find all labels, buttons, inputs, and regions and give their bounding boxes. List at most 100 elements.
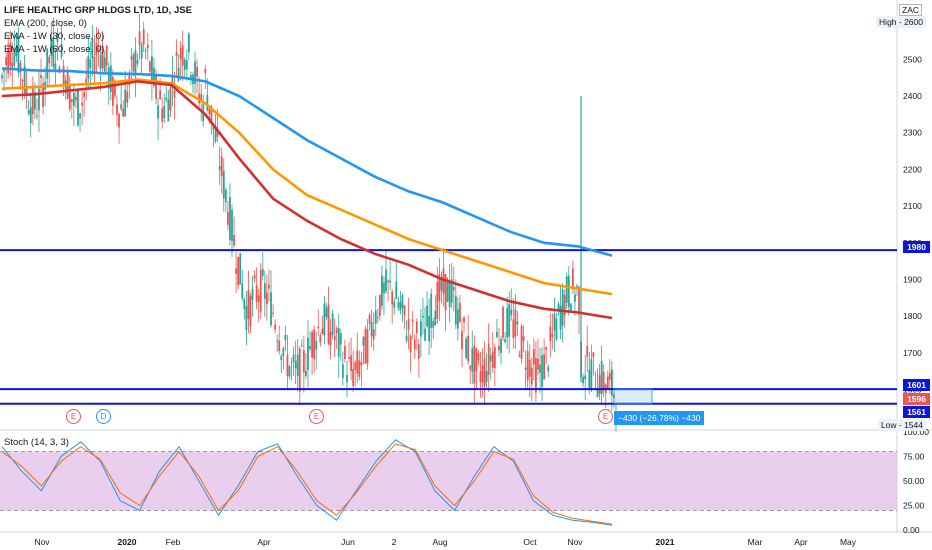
candle-body [319, 335, 322, 343]
ema60w-legend[interactable]: EMA - 1W (60, close, 0) [4, 44, 105, 55]
candle-body [81, 102, 83, 106]
candle-body [278, 340, 281, 351]
candle-body [329, 331, 332, 346]
candle-body [483, 358, 486, 387]
candle-body [399, 302, 402, 311]
candle-body [370, 321, 373, 337]
earnings-badge[interactable]: E [598, 409, 613, 424]
ema30w-legend[interactable]: EMA - 1W (30, close, 0) [4, 31, 105, 42]
candle-body [130, 56, 133, 60]
resistance-price-tag: 1980 [903, 241, 930, 253]
time-tick-label: Nov [34, 537, 50, 547]
candle-body [551, 333, 554, 338]
candle-body [226, 212, 229, 225]
candle-body [255, 285, 258, 302]
candle-body [116, 104, 118, 115]
time-tick-label: 2 [392, 537, 397, 547]
candle-body [237, 256, 240, 286]
candle-body [173, 90, 176, 98]
candle-body [292, 354, 295, 362]
candle-body [15, 50, 18, 56]
candle-body [33, 92, 36, 110]
candle-body [140, 44, 143, 59]
candle-body [602, 372, 605, 391]
candle-body [239, 253, 242, 285]
candle-body [459, 302, 461, 322]
candle-body [532, 349, 535, 365]
candle-body [103, 57, 106, 72]
time-tick-label: Feb [166, 537, 181, 547]
stoch-band [0, 451, 897, 511]
candle-body [109, 65, 112, 92]
stoch-tick-label: 50.00 [903, 476, 925, 486]
stoch-k-line [1, 439, 613, 526]
candle-body [584, 375, 587, 380]
candle-body [475, 348, 478, 372]
candle-body [144, 50, 147, 52]
chart-legend: LIFE HEALTHC GRP HLDGS LTD, 1D, JSE EMA … [4, 4, 192, 56]
candle-body [243, 299, 246, 309]
candle-body [541, 355, 543, 387]
candle-body [132, 54, 135, 72]
candle-body [268, 284, 270, 289]
candle-body [235, 268, 238, 274]
candle-body [512, 319, 515, 339]
candle-body [155, 74, 157, 99]
stoch-legend[interactable]: Stoch (14, 3, 3) [4, 437, 69, 448]
earnings-badge[interactable]: E [309, 409, 324, 424]
candle-body [56, 32, 59, 43]
candle-body [27, 110, 30, 114]
candle-body [520, 325, 523, 360]
candle-body [111, 77, 114, 106]
currency-label[interactable]: ZAC [899, 4, 922, 16]
candle-body [214, 129, 217, 142]
measure-label[interactable]: −430 (−26.78%) −430 [614, 411, 705, 425]
dividend-badge[interactable]: D [96, 409, 111, 424]
candle-body [50, 38, 53, 57]
symbol-title[interactable]: LIFE HEALTHC GRP HLDGS LTD, 1D, JSE [4, 5, 192, 16]
price-tick-label: 1700 [903, 348, 922, 358]
candle-body [185, 60, 188, 70]
candle-body [590, 359, 593, 390]
time-tick-label: Nov [567, 537, 583, 547]
candle-body [288, 366, 291, 377]
candle-body [216, 129, 219, 137]
candle-body [179, 47, 182, 60]
candle-body [251, 288, 254, 300]
candle-body [171, 76, 174, 88]
candle-body [23, 65, 26, 94]
candle-body [574, 294, 576, 302]
candle-body [138, 31, 141, 45]
candle-body [17, 36, 20, 73]
candle-body [315, 341, 318, 350]
ema200-legend[interactable]: EMA (200, close, 0) [4, 18, 87, 29]
candle-body [120, 104, 123, 109]
candle-body [372, 329, 375, 340]
candle-body [87, 56, 90, 79]
candle-body [190, 75, 192, 78]
candle-body [555, 318, 558, 339]
candle-body [60, 43, 63, 57]
candle-body [200, 94, 203, 103]
candle-body [582, 376, 585, 384]
candle-body [46, 48, 49, 79]
candle-body [286, 354, 289, 377]
stoch-tick-label: 0.00 [903, 525, 920, 535]
candle-body [163, 105, 166, 119]
candle-body [153, 67, 155, 86]
candle-body [136, 60, 139, 64]
candle-body [233, 235, 235, 246]
candle-body [393, 301, 396, 308]
stoch-tick-label: 25.00 [903, 501, 925, 511]
stoch-d-line [1, 443, 613, 525]
candle-body [91, 38, 94, 59]
candle-body [569, 303, 572, 312]
earnings-badge[interactable]: E [66, 409, 81, 424]
candle-body [321, 328, 324, 335]
candle-body [95, 43, 98, 55]
candle-body [161, 108, 164, 122]
candle-body [341, 364, 344, 379]
candle-body [502, 307, 504, 338]
candle-body [5, 57, 8, 66]
